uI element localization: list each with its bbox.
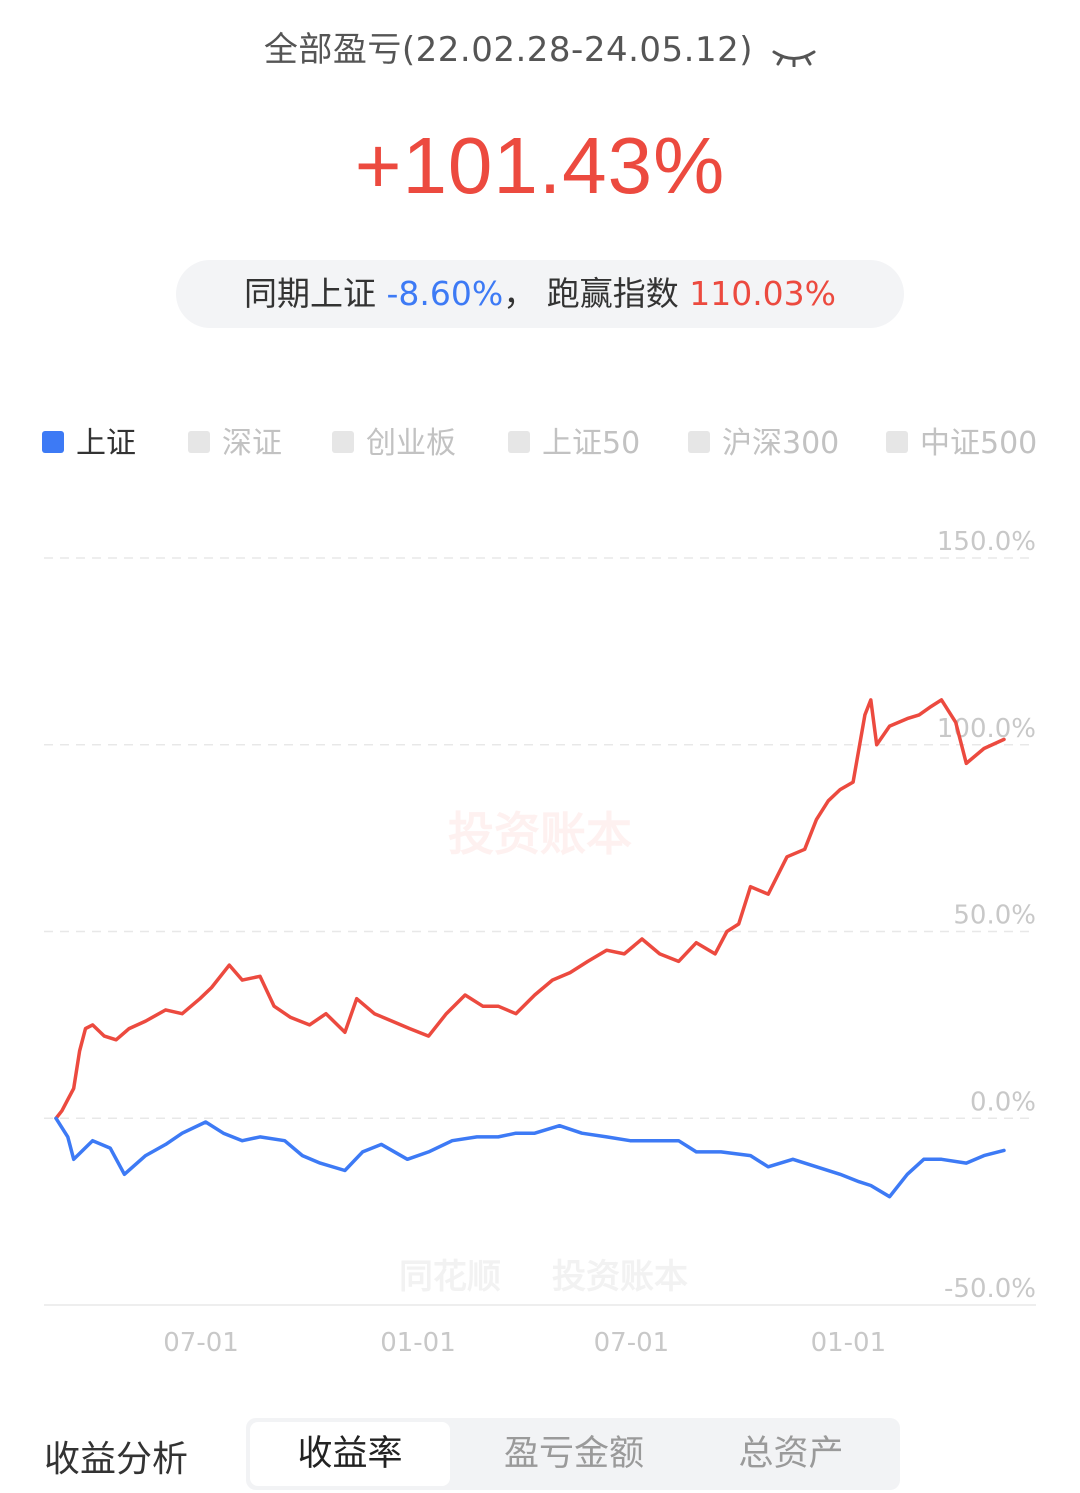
index-legend: 上证 深证 创业板 上证50 沪深300 中证500 (40, 420, 1050, 468)
total-pnl-percent: +101.43% (354, 121, 726, 210)
watermark-sub: 投资账本 (552, 1257, 688, 1297)
tab-total-assets[interactable]: 总资产 (738, 1434, 844, 1474)
return-line-chart[interactable]: 150.0%100.0%50.0%0.0%-50.0% 投资账本 同花顺 投资账… (0, 500, 1080, 1380)
legend-swatch (188, 430, 210, 453)
legend-swatch (688, 430, 710, 453)
x-tick-label: 01-01 (811, 1328, 887, 1358)
compare-separator: ， (503, 274, 537, 313)
header: 全部盈亏(22.02.28-24.05.12) (0, 22, 1080, 71)
eye-closed-icon[interactable] (772, 47, 816, 67)
legend-label: 上证 (76, 426, 136, 461)
legend-item-sse50[interactable]: 上证50 (508, 420, 640, 468)
index-return: -8.60% (386, 274, 504, 313)
beat-label: 跑赢指数 (546, 274, 679, 313)
y-tick-label: -50.0% (944, 1274, 1036, 1304)
shanghai-index-line (54, 1116, 1006, 1199)
analysis-label: 收益分析 (44, 1439, 189, 1480)
x-tick-label: 07-01 (163, 1328, 239, 1358)
metric-tabs: 收益率 盈亏金额 总资产 (246, 1418, 900, 1490)
y-tick-label: 50.0% (953, 901, 1036, 931)
tab-pnl-amount[interactable]: 盈亏金额 (503, 1434, 644, 1474)
x-tick-label: 01-01 (380, 1328, 456, 1358)
legend-swatch (332, 430, 354, 453)
watermark-brand: 同花顺 (399, 1257, 501, 1297)
legend-label: 沪深300 (722, 426, 840, 461)
y-tick-label: 150.0% (937, 527, 1036, 557)
legend-item-chinext[interactable]: 创业板 (332, 420, 456, 468)
legend-item-csi500[interactable]: 中证500 (886, 420, 1037, 468)
tab-return-rate[interactable]: 收益率 (250, 1422, 450, 1486)
legend-item-shenzhen[interactable]: 深证 (188, 420, 282, 468)
legend-item-csi300[interactable]: 沪深300 (688, 420, 839, 468)
legend-swatch (886, 430, 908, 453)
legend-swatch (508, 430, 530, 453)
benchmark-compare: 同期上证 -8.60%， 跑赢指数 110.03% (176, 260, 904, 328)
watermark-main: 投资账本 (448, 807, 632, 861)
legend-label: 上证50 (542, 426, 641, 461)
portfolio-return-line (54, 698, 1006, 1121)
x-tick-label: 07-01 (594, 1328, 670, 1358)
y-tick-label: 0.0% (970, 1087, 1036, 1117)
legend-label: 创业板 (366, 426, 456, 461)
legend-item-shanghai[interactable]: 上证 (42, 420, 136, 468)
legend-swatch (42, 430, 64, 453)
beat-value: 110.03% (689, 274, 837, 313)
legend-label: 深证 (222, 426, 282, 461)
compare-prefix: 同期上证 (243, 274, 376, 313)
page-title: 全部盈亏(22.02.28-24.05.12) (263, 30, 754, 70)
legend-label: 中证500 (920, 426, 1038, 461)
